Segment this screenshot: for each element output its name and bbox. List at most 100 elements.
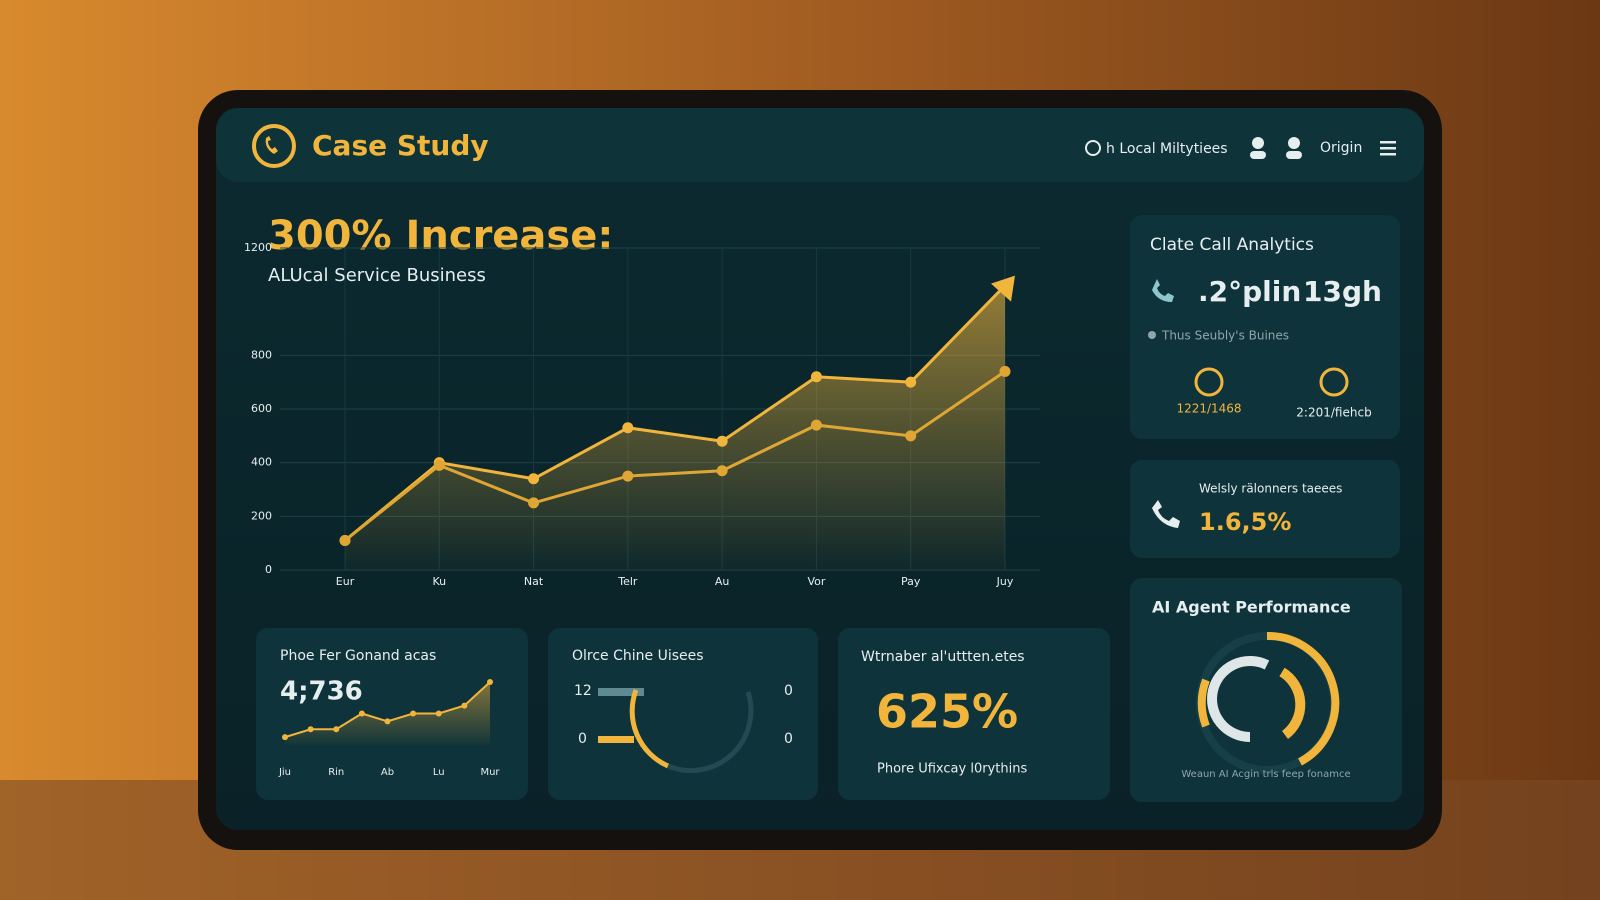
nav-link[interactable]: Origin bbox=[1320, 140, 1362, 156]
user-icon-body[interactable] bbox=[1286, 151, 1302, 159]
hero-subtitle: ALUcal Service Business bbox=[268, 265, 486, 286]
logo-icon bbox=[252, 124, 296, 168]
mini-point bbox=[435, 710, 442, 717]
user-icon[interactable] bbox=[1252, 137, 1264, 149]
user-icon-body[interactable] bbox=[1250, 151, 1266, 159]
gauge-label: 0 bbox=[784, 731, 793, 747]
area bbox=[345, 285, 1005, 570]
gauge-label: 12 bbox=[574, 683, 592, 699]
point bbox=[433, 459, 445, 471]
panel-title: AI Agent Performance bbox=[1152, 598, 1351, 617]
x-tick-label: Ku bbox=[432, 575, 446, 588]
phone-icon bbox=[1152, 279, 1174, 302]
panel-caption: Weaun AI Acgin trls feep fonamce bbox=[1181, 769, 1350, 780]
mini-point bbox=[461, 702, 468, 709]
point bbox=[716, 435, 728, 447]
point bbox=[905, 430, 917, 442]
card-caption: Phore Ufixcay l0rythins bbox=[877, 762, 1027, 777]
mini-point bbox=[307, 726, 314, 733]
gauge-arc bbox=[667, 691, 754, 774]
legend-text: Thus Seubly's Buines bbox=[1161, 329, 1289, 343]
top-bar bbox=[216, 108, 1424, 182]
line bbox=[344, 370, 1006, 542]
ring bbox=[1197, 678, 1210, 728]
mini-chart: Jiu Rin Ab Lu Mur bbox=[278, 679, 500, 778]
panel-value: 1.6,5% bbox=[1199, 508, 1291, 536]
card-title: Olrce Chine Uisees bbox=[572, 648, 704, 664]
panel bbox=[1130, 578, 1402, 802]
arrow-point bbox=[991, 275, 1015, 302]
mini-point bbox=[358, 710, 365, 717]
mini-x-label: Rin bbox=[328, 767, 344, 778]
point bbox=[810, 371, 822, 383]
card bbox=[548, 628, 818, 800]
point bbox=[528, 497, 540, 509]
point bbox=[905, 376, 917, 388]
count-icon bbox=[1319, 367, 1349, 397]
x-tick-label: Eur bbox=[336, 575, 355, 588]
card bbox=[256, 628, 528, 800]
ring bbox=[1266, 631, 1340, 766]
menu-bar[interactable] bbox=[1380, 141, 1396, 144]
nav-link[interactable]: h Local Miltytiees bbox=[1106, 141, 1228, 157]
y-tick-label: 1200 bbox=[244, 241, 272, 254]
y-tick-label: 600 bbox=[251, 402, 272, 415]
panel-title: Clate Call Analytics bbox=[1150, 235, 1314, 255]
y-tick-label: 400 bbox=[251, 456, 272, 469]
stat: 13gh bbox=[1303, 275, 1382, 308]
legend-dot bbox=[1148, 331, 1156, 339]
ring bbox=[1279, 667, 1306, 740]
x-tick-label: Nat bbox=[524, 575, 544, 588]
logo-phone bbox=[265, 136, 278, 154]
mini-point bbox=[487, 679, 493, 685]
point bbox=[716, 465, 728, 477]
count-icon bbox=[1194, 367, 1224, 397]
stat: .2°plin bbox=[1198, 275, 1301, 308]
panel bbox=[1130, 460, 1400, 558]
gauge-bar bbox=[598, 736, 634, 743]
y-tick-label: 200 bbox=[251, 509, 272, 522]
mini-point bbox=[282, 734, 288, 741]
mini-point bbox=[410, 710, 417, 717]
point bbox=[810, 419, 822, 431]
mini-x-label: Jiu bbox=[278, 767, 291, 778]
user-icon[interactable] bbox=[1288, 137, 1300, 149]
gauge-label: 0 bbox=[784, 683, 793, 699]
mini-x-label: Mur bbox=[480, 767, 500, 778]
x-tick-label: Pay bbox=[901, 575, 921, 588]
nav-icon[interactable] bbox=[1085, 140, 1101, 156]
gauge-label: 0 bbox=[578, 731, 587, 747]
count: 1221/1468 bbox=[1176, 402, 1241, 416]
point bbox=[622, 470, 634, 482]
y-tick-label: 800 bbox=[251, 348, 272, 361]
menu-button[interactable] bbox=[1380, 141, 1396, 156]
point bbox=[999, 365, 1011, 377]
phone-icon bbox=[1152, 500, 1180, 528]
y-tick-label: 0 bbox=[265, 563, 272, 576]
menu-bar[interactable] bbox=[1380, 147, 1396, 150]
menu-bar[interactable] bbox=[1380, 153, 1396, 156]
card bbox=[838, 628, 1110, 800]
line bbox=[344, 284, 1007, 542]
gauge-arc bbox=[629, 689, 670, 769]
card-value: 4;736 bbox=[280, 677, 363, 707]
mini-x-label: Lu bbox=[433, 767, 445, 778]
panel-title: Welsly rälonners taeees bbox=[1199, 482, 1342, 496]
mini-point bbox=[384, 718, 391, 725]
mini-x-label: Ab bbox=[381, 767, 394, 778]
x-tick-label: Au bbox=[715, 575, 730, 588]
main-chart: 0 200 400 600 800 1200 Eur Ku Nat Telr Au Vor Pay Juy bbox=[244, 241, 1040, 588]
x-tick-label: Telr bbox=[617, 575, 638, 588]
count: 2:201/fiehcb bbox=[1296, 406, 1371, 420]
point bbox=[339, 534, 351, 546]
mini-point bbox=[333, 726, 340, 733]
ring bbox=[1207, 656, 1270, 742]
point bbox=[622, 422, 634, 434]
card-title: Phoe Fer Gonand acas bbox=[280, 648, 436, 664]
gauge-bar bbox=[598, 688, 644, 696]
app-title: Case Study bbox=[312, 129, 489, 162]
card-value: 625% bbox=[876, 685, 1018, 739]
x-tick-label: Vor bbox=[807, 575, 825, 588]
